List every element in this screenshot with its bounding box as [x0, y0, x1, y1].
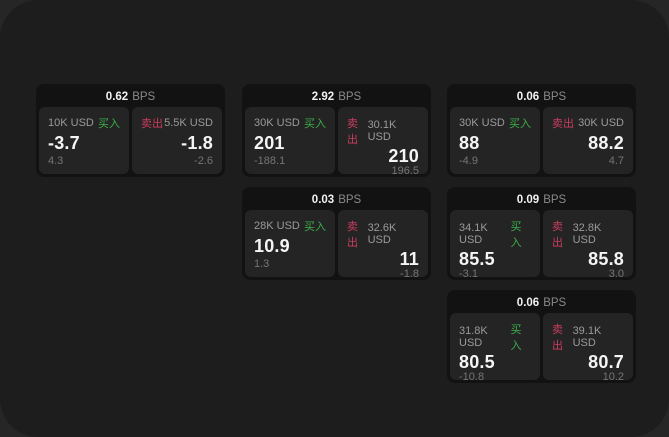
sell-tag: 卖出 [552, 324, 563, 352]
sell-panel[interactable]: 卖出 32.8K USD 85.8 3.0 [543, 210, 633, 280]
change-value: -10.8 [459, 371, 485, 383]
change-value: 1.3 [254, 258, 270, 270]
buy-panel[interactable]: 34.1K USD 买入 85.5 -3.1 [450, 210, 540, 280]
change-value: -1.8 [400, 268, 419, 280]
buy-panel[interactable]: 30K USD 买入 201 -188.1 [245, 107, 335, 174]
bps-unit-label: BPS [338, 194, 362, 206]
price-value: -3.7 [48, 133, 80, 153]
price-value: 210 [388, 146, 419, 166]
bps-value: 0.03 [311, 194, 335, 206]
change-value: 4.3 [48, 155, 64, 167]
price-value: 201 [254, 133, 285, 153]
bps-unit-label: BPS [543, 91, 567, 103]
change-value: 196.5 [391, 165, 419, 177]
bps-header: 0.06 BPS [450, 293, 633, 313]
notional-label: 32.6K USD [367, 222, 397, 246]
price-value: 80.7 [588, 352, 624, 372]
bps-value: 2.92 [311, 91, 335, 103]
change-value: 10.2 [602, 371, 624, 383]
notional-label: 30.1K USD [367, 119, 397, 143]
buy-tag: 买入 [98, 118, 120, 130]
notional-label: 30K USD [254, 117, 300, 129]
sell-panel[interactable]: 卖出 39.1K USD 80.7 10.2 [543, 313, 633, 383]
sell-panel[interactable]: 卖出 5.5K USD -1.8 -2.6 [132, 107, 222, 174]
notional-label: 28K USD [254, 220, 300, 232]
quote-card: 0.06 BPS 31.8K USD 买入 80.5 -10.8 卖出 39.1… [447, 290, 636, 383]
bps-header: 0.06 BPS [450, 87, 633, 107]
price-value: 88 [459, 133, 480, 153]
bps-header: 0.03 BPS [245, 190, 428, 210]
buy-panel[interactable]: 30K USD 买入 88 -4.9 [450, 107, 540, 174]
price-value: 10.9 [254, 236, 290, 256]
buy-tag: 买入 [304, 221, 326, 233]
change-value: 4.7 [608, 155, 624, 167]
notional-label: 10K USD [48, 117, 94, 129]
bps-value: 0.06 [516, 91, 540, 103]
price-value: 85.8 [588, 249, 624, 269]
price-value: -1.8 [181, 133, 213, 153]
price-value: 80.5 [459, 352, 495, 372]
bps-unit-label: BPS [543, 297, 567, 309]
quote-card: 0.03 BPS 28K USD 买入 10.9 1.3 卖出 32.6K US… [242, 187, 431, 280]
price-value: 88.2 [588, 133, 624, 153]
change-value: -3.1 [459, 268, 478, 280]
bps-header: 0.09 BPS [450, 190, 633, 210]
notional-label: 34.1K USD [459, 222, 488, 246]
quote-card: 0.09 BPS 34.1K USD 买入 85.5 -3.1 卖出 32.8K… [447, 187, 636, 280]
price-value: 85.5 [459, 249, 495, 269]
notional-label: 5.5K USD [164, 117, 213, 129]
change-value: 3.0 [608, 268, 624, 280]
change-value: -4.9 [459, 155, 478, 167]
quote-card: 0.62 BPS 10K USD 买入 -3.7 4.3 卖出 5.5K USD… [36, 84, 225, 177]
sell-tag: 卖出 [347, 221, 358, 249]
sell-tag: 卖出 [552, 118, 574, 130]
sell-tag: 卖出 [552, 221, 563, 249]
buy-tag: 买入 [510, 324, 522, 352]
notional-label: 31.8K USD [459, 325, 488, 349]
bps-unit-label: BPS [132, 91, 156, 103]
bps-unit-label: BPS [543, 194, 567, 206]
sell-tag: 卖出 [347, 118, 358, 146]
notional-label: 30K USD [459, 117, 505, 129]
sell-tag: 卖出 [141, 118, 163, 130]
buy-panel[interactable]: 10K USD 买入 -3.7 4.3 [39, 107, 129, 174]
bps-value: 0.06 [516, 297, 540, 309]
bps-value: 0.09 [516, 194, 540, 206]
quote-card: 2.92 BPS 30K USD 买入 201 -188.1 卖出 30.1K … [242, 84, 431, 177]
notional-label: 32.8K USD [572, 222, 602, 246]
buy-panel[interactable]: 28K USD 买入 10.9 1.3 [245, 210, 335, 277]
bps-header: 0.62 BPS [39, 87, 222, 107]
sell-panel[interactable]: 卖出 30.1K USD 210 196.5 [338, 107, 428, 177]
price-value: 11 [399, 249, 419, 269]
change-value: -188.1 [254, 155, 286, 167]
bps-unit-label: BPS [338, 91, 362, 103]
bps-value: 0.62 [105, 91, 129, 103]
sell-panel[interactable]: 卖出 30K USD 88.2 4.7 [543, 107, 633, 174]
buy-tag: 买入 [304, 118, 326, 130]
buy-tag: 买入 [510, 221, 522, 249]
notional-label: 30K USD [578, 117, 624, 129]
notional-label: 39.1K USD [572, 325, 602, 349]
sell-panel[interactable]: 卖出 32.6K USD 11 -1.8 [338, 210, 428, 280]
quote-card: 0.06 BPS 30K USD 买入 88 -4.9 卖出 30K USD 8… [447, 84, 636, 177]
change-value: -2.6 [194, 155, 213, 167]
bps-header: 2.92 BPS [245, 87, 428, 107]
buy-tag: 买入 [509, 118, 531, 130]
buy-panel[interactable]: 31.8K USD 买入 80.5 -10.8 [450, 313, 540, 383]
